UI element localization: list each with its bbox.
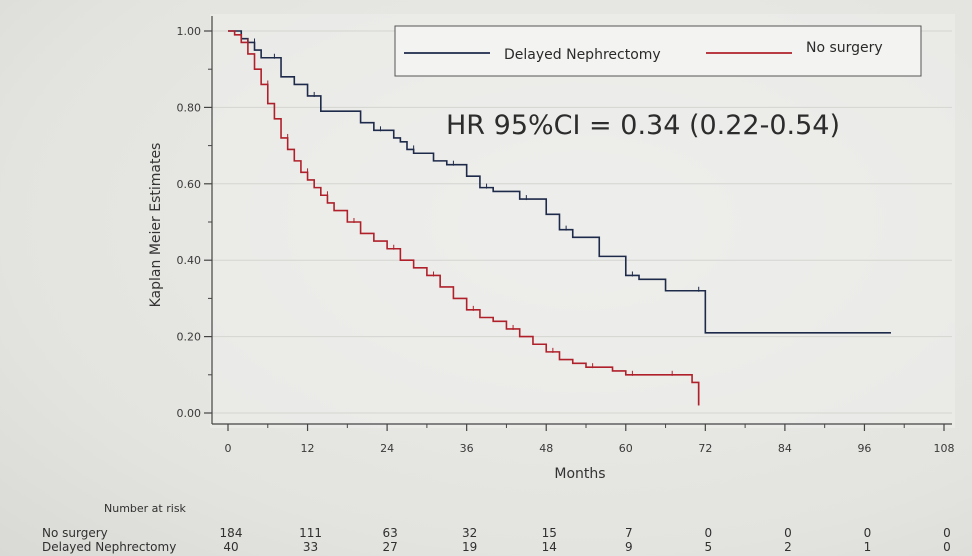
- y-tick-label: 0.80: [177, 101, 202, 114]
- risk-table-title: Number at risk: [104, 502, 187, 515]
- hr-annotation: HR 95%CI = 0.34 (0.22-0.54): [446, 110, 840, 141]
- x-tick-label: 0: [225, 442, 232, 455]
- x-tick-label: 84: [778, 442, 792, 455]
- legend-box: [394, 25, 922, 77]
- risk-value: 2: [784, 540, 792, 554]
- x-tick-label: 72: [698, 442, 712, 455]
- risk-value: 32: [462, 526, 477, 540]
- x-tick-label: 36: [460, 442, 474, 455]
- x-tick-label: 24: [380, 442, 394, 455]
- risk-value: 184: [220, 526, 243, 540]
- x-tick-label: 60: [619, 442, 633, 455]
- y-axis-title: Kaplan Meier Estimates: [148, 143, 164, 308]
- risk-value: 63: [382, 526, 397, 540]
- y-tick-label: 0.00: [177, 407, 202, 420]
- risk-value: 40: [223, 540, 238, 554]
- y-tick-label: 0.60: [177, 178, 202, 191]
- y-tick-label: 0.20: [177, 331, 202, 344]
- risk-row-label: Delayed Nephrectomy: [42, 540, 176, 554]
- risk-value: 0: [943, 540, 951, 554]
- series-line-delayed-nephrectomy: [228, 30, 891, 334]
- risk-value: 0: [943, 526, 951, 540]
- y-tick-label: 0.40: [177, 254, 202, 267]
- x-tick-label: 12: [301, 442, 315, 455]
- risk-value: 0: [864, 526, 872, 540]
- risk-value: 5: [705, 540, 713, 554]
- risk-value: 27: [382, 540, 397, 554]
- x-tick-label: 108: [934, 442, 955, 455]
- x-tick-label: 96: [857, 442, 871, 455]
- risk-value: 33: [303, 540, 318, 554]
- legend-label-delayed-nephrectomy: Delayed Nephrectomy: [504, 47, 661, 63]
- risk-value: 9: [625, 540, 633, 554]
- legend-label-no-surgery: No surgery: [806, 40, 883, 56]
- risk-value: 15: [542, 526, 557, 540]
- risk-value: 111: [299, 526, 322, 540]
- risk-value: 7: [625, 526, 633, 540]
- y-tick-label: 1.00: [177, 25, 202, 38]
- plot-area: [210, 14, 955, 428]
- risk-value: 0: [705, 526, 713, 540]
- series-line-no-surgery: [228, 30, 700, 406]
- x-axis-title: Months: [554, 466, 605, 482]
- risk-value: 0: [784, 526, 792, 540]
- risk-value: 14: [542, 540, 557, 554]
- x-tick-label: 48: [539, 442, 553, 455]
- risk-row-label: No surgery: [42, 526, 108, 540]
- risk-value: 19: [462, 540, 477, 554]
- risk-value: 1: [864, 540, 872, 554]
